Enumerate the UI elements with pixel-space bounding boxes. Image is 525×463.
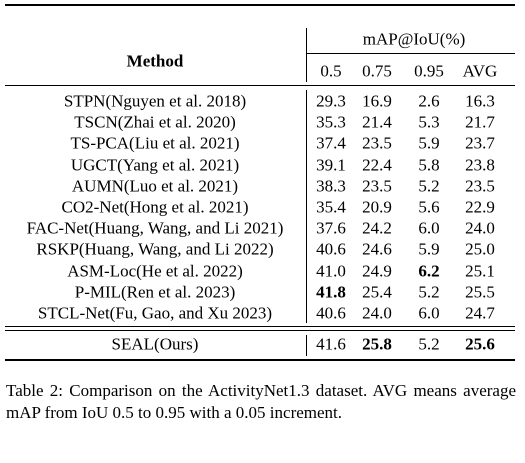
cell: 41.0 <box>316 261 346 281</box>
method-cell: STCL-Net(Fu, Gao, and Xu 2023) <box>37 303 273 323</box>
cell: 23.5 <box>362 133 392 153</box>
cell: 25.1 <box>465 261 495 281</box>
cell: 16.9 <box>362 91 392 111</box>
cell: 22.4 <box>362 155 392 175</box>
cell: 5.3 <box>418 112 440 132</box>
column-header: 0.75 <box>362 61 392 81</box>
cell: 21.4 <box>362 112 392 132</box>
method-cell: TS-PCA(Liu et al. 2021) <box>70 133 240 153</box>
method-cell: P-MIL(Ren et al. 2023) <box>74 282 236 302</box>
cell: 24.2 <box>362 218 392 238</box>
cell: 24.6 <box>362 239 392 259</box>
method-cell: FAC-Net(Huang, Wang, and Li 2021) <box>26 218 284 238</box>
column-header: Method <box>126 51 184 71</box>
double-rule-2 <box>5 330 515 331</box>
cell: 35.3 <box>316 112 346 132</box>
column-header: 0.95 <box>414 61 444 81</box>
cell: 41.8 <box>316 282 346 302</box>
cell: 6.0 <box>418 218 440 238</box>
cell: 25.6 <box>465 334 495 354</box>
header-divider <box>306 28 307 82</box>
method-cell: RSKP(Huang, Wang, and Li 2022) <box>36 239 274 259</box>
cell: 5.8 <box>418 155 440 175</box>
cell: 24.9 <box>362 261 392 281</box>
cell: 24.0 <box>362 303 392 323</box>
cell: 5.9 <box>418 239 440 259</box>
top-rule <box>5 4 515 6</box>
cell: 37.4 <box>316 133 346 153</box>
cell: 5.2 <box>418 176 440 196</box>
method-cell: SEAL(Ours) <box>111 334 199 354</box>
cell: 37.6 <box>316 218 346 238</box>
column-header: 0.5 <box>320 61 342 81</box>
cell: 39.1 <box>316 155 346 175</box>
cell: 6.0 <box>418 303 440 323</box>
cell: 25.4 <box>362 282 392 302</box>
double-rule-1 <box>5 326 515 327</box>
cell: 41.6 <box>316 334 346 354</box>
column-header: AVG <box>462 61 498 81</box>
cell: 38.3 <box>316 176 346 196</box>
cell: 24.0 <box>465 218 495 238</box>
group-header: mAP@IoU(%) <box>362 29 466 49</box>
cell: 22.9 <box>465 197 495 217</box>
body-divider <box>306 90 307 323</box>
cell: 23.5 <box>465 176 495 196</box>
cell: 40.6 <box>316 239 346 259</box>
cell: 35.4 <box>316 197 346 217</box>
cell: 6.2 <box>418 261 440 281</box>
cell: 2.6 <box>418 91 440 111</box>
cell: 20.9 <box>362 197 392 217</box>
method-cell: ASM-Loc(He et al. 2022) <box>67 261 243 281</box>
cell: 5.2 <box>418 282 440 302</box>
method-cell: TSCN(Zhai et al. 2020) <box>74 112 236 132</box>
caption: Table 2: Comparison on the ActivityNet1.… <box>6 381 516 422</box>
cell: 16.3 <box>465 91 495 111</box>
final-divider <box>306 335 307 356</box>
method-cell: UGCT(Yang et al. 2021) <box>70 155 240 175</box>
group-rule <box>306 53 515 54</box>
method-cell: AUMN(Luo et al. 2021) <box>71 176 239 196</box>
cell: 40.6 <box>316 303 346 323</box>
cell: 25.8 <box>362 334 392 354</box>
cell: 21.7 <box>465 112 495 132</box>
cell: 24.7 <box>465 303 495 323</box>
method-cell: STPN(Nguyen et al. 2018) <box>63 91 247 111</box>
cell: 23.8 <box>465 155 495 175</box>
cell: 5.6 <box>418 197 440 217</box>
bottom-rule <box>5 359 515 361</box>
method-cell: CO2-Net(Hong et al. 2021) <box>61 197 249 217</box>
cell: 25.5 <box>465 282 495 302</box>
cell: 5.2 <box>418 334 440 354</box>
cell: 5.9 <box>418 133 440 153</box>
header-rule <box>5 85 515 86</box>
cell: 23.5 <box>362 176 392 196</box>
cell: 25.0 <box>465 239 495 259</box>
cell: 23.7 <box>465 133 495 153</box>
cell: 29.3 <box>316 91 346 111</box>
